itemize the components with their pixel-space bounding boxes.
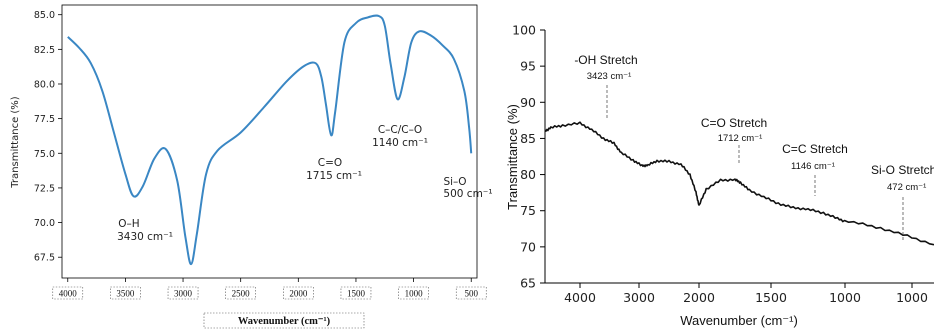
- left-annotation-oh-label: O–H: [118, 218, 139, 230]
- left-x-tick-label: 3500: [116, 289, 135, 299]
- left-y-tick-label: 70.0: [34, 218, 55, 229]
- left-annotation-sio-label: Si–O: [443, 176, 466, 188]
- right-x-tick-label: 4000: [564, 290, 596, 305]
- right-y-tick-label: 80: [520, 167, 536, 182]
- right-annotation-cc-value: 1146 cm⁻¹: [791, 161, 835, 172]
- left-chart: 67.5 70.0 72.5 75.0 77.5 80.0 82.5 85.0 4000 350…: [10, 4, 493, 329]
- left-x-tick-box: [398, 286, 429, 300]
- right-y-tick-label: 100: [512, 23, 536, 38]
- left-x-tick-label: 4000: [59, 289, 78, 299]
- left-y-axis-label: Transmittance (%): [10, 96, 21, 188]
- right-y-tick-label: 65: [520, 276, 536, 291]
- left-y-tick-label: 77.5: [34, 114, 55, 125]
- left-x-axis-label: Wavenumber (cm⁻¹): [238, 316, 331, 327]
- left-annotation-co-value: 1715 cm⁻¹: [306, 170, 362, 182]
- left-x-tick-box: [283, 286, 314, 300]
- right-annotation-oh-value: 3423 cm⁻¹: [587, 71, 632, 82]
- left-x-tick-box: [455, 286, 487, 300]
- right-x-tick-label: 1000: [896, 290, 928, 305]
- left-annotation-cc-label: C–C/C–O: [378, 124, 422, 136]
- right-annotation-sio-value: 472 cm⁻¹: [887, 182, 926, 193]
- right-y-tick-label: 95: [520, 59, 536, 74]
- left-annotation-oh-value: 3430 cm⁻¹: [117, 231, 173, 243]
- left-y-tick-label: 85.0: [34, 10, 55, 21]
- right-chart: 65 70 75 80 85 90 95 100 4000 3000 2000 1500 1000 10…: [505, 23, 934, 328]
- right-y-axis-label: Transmittance (%): [505, 104, 520, 210]
- left-y-tick-label: 67.5: [34, 253, 55, 264]
- left-y-axis: 67.5 70.0 72.5 75.0 77.5 80.0 82.5 85.0: [34, 10, 62, 264]
- left-y-tick-label: 75.0: [34, 149, 55, 160]
- right-x-tick-label: 2000: [683, 290, 715, 305]
- right-x-tick-label: 1500: [755, 290, 787, 305]
- right-y-axis: 65 70 75 80 85 90 95 100: [512, 23, 545, 291]
- right-annotation-co-value: 1712 cm⁻¹: [718, 133, 763, 144]
- left-annotation-cc-value: 1140 cm⁻¹: [372, 137, 428, 149]
- right-y-tick-label: 70: [520, 239, 536, 254]
- right-annotation-cc-label: C=C Stretch: [782, 142, 848, 156]
- right-y-tick-label: 85: [520, 131, 536, 146]
- right-series-line: [544, 121, 934, 246]
- right-x-tick-label: 1000: [829, 290, 861, 305]
- left-x-tick-box: [110, 286, 141, 300]
- left-annotation-co-label: C=O: [318, 157, 342, 169]
- left-annotation-sio-value: 500 cm⁻¹: [443, 188, 492, 200]
- right-annotation-oh-label: -OH Stretch: [574, 53, 637, 67]
- left-x-tick-label: 2500: [232, 289, 251, 299]
- left-x-tick-label: 1500: [347, 289, 366, 299]
- left-x-tick-box: [340, 286, 372, 300]
- left-x-tick-box: [52, 286, 84, 300]
- right-annotation-sio-label: Si-O Stretch: [871, 163, 934, 177]
- left-series-line: [67, 14, 473, 266]
- left-x-tick-box: [167, 286, 199, 300]
- left-x-axis: 4000 3500 3000 2500 2000 1500 1000 500: [52, 278, 487, 300]
- left-x-label-box: [203, 312, 365, 329]
- left-x-tick-box: [225, 286, 256, 300]
- left-y-tick-label: 80.0: [34, 79, 55, 90]
- right-annotation-co-label: C=O Stretch: [701, 116, 767, 130]
- right-x-axis: 4000 3000 2000 1500 1000 1000: [564, 283, 928, 305]
- left-y-tick-label: 72.5: [34, 183, 55, 194]
- right-x-axis-label: Wavenumber (cm⁻¹): [680, 313, 798, 328]
- left-x-tick-label: 500: [464, 289, 478, 299]
- left-y-tick-label: 82.5: [34, 45, 55, 56]
- right-y-tick-label: 75: [520, 203, 536, 218]
- left-plot-frame: [61, 4, 478, 279]
- left-x-tick-label: 1000: [405, 289, 424, 299]
- right-y-tick-label: 90: [520, 95, 536, 110]
- left-x-tick-label: 3000: [174, 289, 193, 299]
- left-x-tick-label: 2000: [289, 289, 308, 299]
- right-x-tick-label: 3000: [623, 290, 655, 305]
